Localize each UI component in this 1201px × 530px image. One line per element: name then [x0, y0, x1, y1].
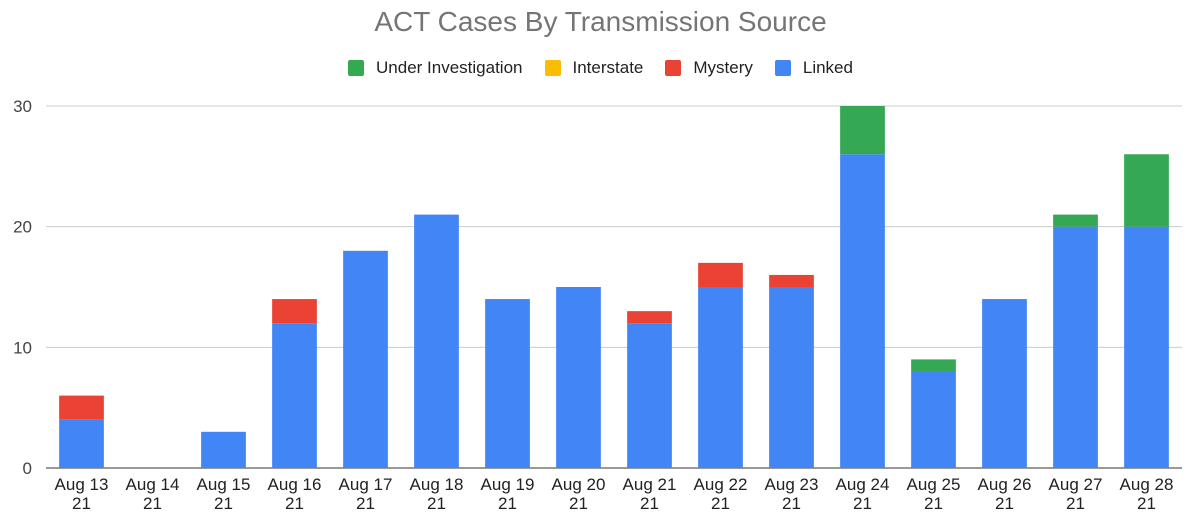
x-tick-label-year: 21: [285, 494, 304, 513]
x-tick-label: Aug 28: [1120, 475, 1174, 494]
bar-linked[interactable]: [1053, 226, 1098, 468]
legend-swatch-mystery: [665, 60, 682, 76]
x-tick-label-year: 21: [569, 494, 588, 513]
bar-linked[interactable]: [556, 287, 601, 468]
x-tick-label-year: 21: [214, 494, 233, 513]
bar-linked[interactable]: [272, 323, 317, 468]
x-tick-label: Aug 23: [765, 475, 819, 494]
bar-linked[interactable]: [982, 299, 1027, 468]
legend-swatch-under-investigation: [348, 60, 365, 76]
bar-mystery[interactable]: [769, 274, 814, 287]
bar-under-investigation[interactable]: [911, 359, 956, 372]
legend-swatch-interstate: [544, 60, 561, 76]
chart-legend: Under Investigation Interstate Mystery L…: [0, 58, 1201, 78]
x-tick-label: Aug 14: [126, 475, 180, 494]
x-tick-label-year: 21: [853, 494, 872, 513]
y-tick-label: 20: [13, 218, 32, 237]
bar-under-investigation[interactable]: [840, 106, 885, 155]
legend-label-mystery: Mystery: [693, 58, 753, 77]
bar-linked[interactable]: [840, 154, 885, 468]
x-tick-label-year: 21: [1066, 494, 1085, 513]
bar-linked[interactable]: [698, 287, 743, 468]
legend-item-mystery[interactable]: Mystery: [665, 58, 753, 78]
x-tick-label: Aug 15: [197, 475, 251, 494]
bar-under-investigation[interactable]: [1124, 154, 1169, 227]
y-tick-label: 10: [13, 338, 32, 357]
bar-mystery[interactable]: [272, 299, 317, 324]
y-tick-label: 0: [23, 459, 32, 478]
x-tick-label: Aug 18: [410, 475, 464, 494]
bar-linked[interactable]: [59, 419, 104, 468]
bar-linked[interactable]: [343, 250, 388, 468]
y-tick-label: 30: [13, 97, 32, 116]
bar-linked[interactable]: [414, 214, 459, 468]
x-tick-label-year: 21: [427, 494, 446, 513]
x-tick-label-year: 21: [356, 494, 375, 513]
x-tick-label-year: 21: [640, 494, 659, 513]
x-tick-label-year: 21: [498, 494, 517, 513]
bar-linked[interactable]: [1124, 226, 1169, 468]
bar-mystery[interactable]: [698, 262, 743, 287]
x-tick-label-year: 21: [995, 494, 1014, 513]
legend-swatch-linked: [774, 60, 791, 76]
legend-item-interstate[interactable]: Interstate: [544, 58, 644, 78]
x-tick-label-year: 21: [72, 494, 91, 513]
x-tick-label: Aug 17: [339, 475, 393, 494]
bar-linked[interactable]: [627, 323, 672, 468]
x-tick-label: Aug 13: [55, 475, 109, 494]
x-tick-label: Aug 16: [268, 475, 322, 494]
x-tick-label: Aug 24: [836, 475, 890, 494]
legend-label-interstate: Interstate: [572, 58, 644, 77]
legend-item-linked[interactable]: Linked: [774, 58, 853, 78]
legend-label-linked: Linked: [802, 58, 853, 77]
chart-title: ACT Cases By Transmission Source: [374, 6, 827, 37]
bar-mystery[interactable]: [59, 395, 104, 420]
x-tick-label: Aug 21: [623, 475, 677, 494]
bar-linked[interactable]: [201, 431, 246, 468]
x-tick-label: Aug 19: [481, 475, 535, 494]
x-tick-label-year: 21: [1137, 494, 1156, 513]
x-tick-label-year: 21: [711, 494, 730, 513]
bar-linked[interactable]: [485, 299, 530, 468]
x-tick-label: Aug 25: [907, 475, 961, 494]
x-tick-label: Aug 20: [552, 475, 606, 494]
bar-mystery[interactable]: [627, 311, 672, 324]
x-tick-label: Aug 27: [1049, 475, 1103, 494]
x-tick-label-year: 21: [924, 494, 943, 513]
x-tick-label-year: 21: [143, 494, 162, 513]
bar-linked[interactable]: [769, 287, 814, 468]
x-tick-label-year: 21: [782, 494, 801, 513]
bar-under-investigation[interactable]: [1053, 214, 1098, 227]
x-tick-label: Aug 22: [694, 475, 748, 494]
x-tick-label: Aug 26: [978, 475, 1032, 494]
legend-label-under-investigation: Under Investigation: [376, 58, 523, 77]
bar-linked[interactable]: [911, 371, 956, 468]
legend-item-under-investigation[interactable]: Under Investigation: [348, 58, 523, 78]
